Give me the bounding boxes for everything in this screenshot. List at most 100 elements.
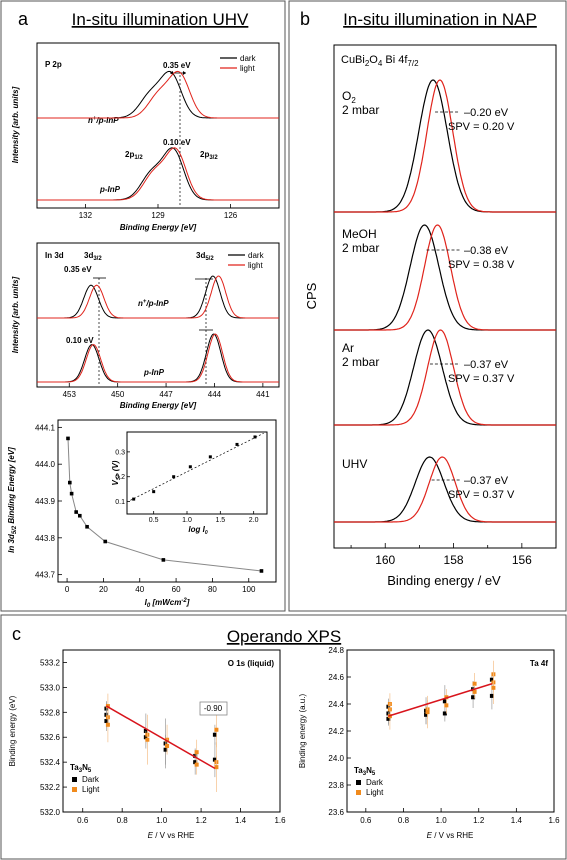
o1s-sample: Ta3N5 [70,763,92,774]
o1s-x-tick-label: 1.2 [196,816,208,825]
in3d-x-ticks: 453 450 447 444 441 [63,383,270,399]
be-x-tick-label: 80 [208,585,217,594]
be-y-tick-label: 443.9 [35,497,56,506]
inset-x-tick-label: 1.5 [215,517,225,524]
o1s-y-tick-label: 532.6 [40,733,61,742]
ta4f-data-point [425,710,430,715]
o1s-legend-dark-marker [72,777,77,782]
o1s-data-point [214,727,219,732]
o1s-x-tick-label: 1.0 [156,816,168,825]
inset-data-point [132,497,136,501]
in3d-x-tick-label: 450 [111,390,125,399]
o1s-y-tick-label: 533.0 [40,683,61,692]
ta4f-x-tick-label: 1.2 [473,816,485,825]
ta4f-y-ticks: 24.8 24.6 24.4 24.2 24.0 23.8 23.6 [328,646,351,817]
o1s-x-tick-label: 1.4 [235,816,247,825]
nap-dark-curve [334,79,556,213]
p2p-sample-bottom: p-InP [99,185,121,194]
ta4f-fit-line [388,683,493,717]
in3d-sample-bottom: p-InP [143,368,165,377]
nap-pressure-label: 2 mbar [342,241,379,255]
o1s-y-tick-label: 532.8 [40,708,61,717]
nap-chart: 160 158 156 CuBi2O4 Bi 4f7/2 O22 mbar –0.20… [304,44,557,588]
inset-frame [126,431,268,515]
nap-x-tick-label: 158 [444,553,464,567]
nap-gas-label: Ar [342,341,354,355]
nap-light-curve [334,79,556,213]
p2p-sample-top: n+/p-InP [88,116,119,125]
nap-spv-label: SPV = 0.37 V [448,489,515,501]
inset-y-tick-label: 0.1 [115,499,125,506]
ta4f-chart: 24.8 24.6 24.4 24.2 24.0 23.8 23.6 0.6 0.8 1.0 1.… [298,646,560,840]
be-x-tick-label: 100 [242,585,256,594]
o1s-fit-line [106,705,216,770]
p2p-x-ticks: 132 129 126 [79,204,238,220]
be-data-point [161,558,166,562]
o1s-data-point [212,732,217,737]
o1s-y-tick-label: 532.4 [40,758,61,767]
p2p-bottom-light-curve [37,147,279,201]
in3d-ylabel: Intensity [arb. units] [11,276,20,353]
nap-dark-curve [334,329,556,426]
inset-y-ticks: 0.3 0.2 0.1 [115,449,130,506]
be-data-point [74,510,78,514]
ta4f-data-point [491,685,496,690]
o1s-y-tick-label: 532.2 [40,783,61,792]
o1s-ylabel: Binding energy (eV) [8,695,17,766]
be-series-line [67,438,262,572]
o1s-legend-light-marker [72,787,77,792]
be-vs-intensity-chart: 444.1 444.0 443.9 443.8 443.7 0 20 40 60 80 100 I… [7,419,277,609]
ta4f-xlabel: E / V vs RHE [427,831,474,840]
inset-data-point [253,435,257,439]
inset-data-point [188,465,192,469]
be-series-points [66,436,264,573]
inset-x-ticks: 0.5 1.0 1.5 2.0 [149,511,259,524]
in3d-x-tick-label: 441 [256,390,270,399]
o1s-data-point [143,735,148,740]
be-x-ticks: 0 20 40 60 80 100 [65,578,256,594]
panel-c-title: Operando XPS [227,627,341,646]
nap-gas-label: O2 [342,89,356,105]
ta4f-label: Ta 4f [530,659,548,668]
nap-spv-label: SPV = 0.20 V [448,121,515,133]
ta4f-y-tick-label: 23.6 [328,808,344,817]
be-data-point [69,491,74,496]
o1s-data-point [145,737,150,742]
be-x-tick-label: 0 [65,585,70,594]
o1s-y-ticks: 533.2 533.0 532.8 532.6 532.4 532.2 532.0 [40,658,67,817]
p2p-peak-a: 2p1/2 [125,150,143,161]
o1s-data-point [104,719,109,724]
ta4f-data-point [444,703,449,708]
ta4f-y-tick-label: 24.6 [328,673,344,682]
nap-x-ticks: 160 158 156 [350,543,557,567]
inset-x-tick-label: 0.5 [149,517,159,524]
inset-data-point [235,442,239,446]
in3d-shift-top: 0.35 eV [64,265,92,274]
o1s-y-tick-label: 533.2 [40,658,61,667]
nap-shift-label: –0.38 eV [464,245,509,257]
inset-y-tick-label: 0.3 [115,449,125,456]
inset-xlabel: log I0 [188,525,207,536]
p2p-x-tick-label: 129 [151,211,165,220]
ta4f-legend-light-marker [356,790,361,795]
ta4f-data-point [442,711,447,716]
o1s-x-ticks: 0.6 0.8 1.0 1.2 1.4 1.6 [77,808,286,825]
ta4f-data-point [489,677,494,682]
be-x-tick-label: 40 [135,585,144,594]
p2p-ylabel: Intensity [arb. units] [11,86,20,163]
inset-ylabel: VSP (V) [111,460,122,485]
be-data-point [66,436,70,441]
o1s-slope-box [199,701,228,716]
inset-data-point [208,455,212,459]
be-frame [57,419,277,583]
nap-shift-label: –0.37 eV [464,475,509,487]
ta4f-x-tick-label: 1.0 [436,816,448,825]
ta4f-data-point [471,695,476,700]
panel-b-border [288,0,567,612]
nap-frame [333,44,557,549]
ta4f-y-tick-label: 23.8 [328,781,344,790]
in3d-top-dark-curve [37,275,279,319]
nap-light-curve [334,224,556,331]
